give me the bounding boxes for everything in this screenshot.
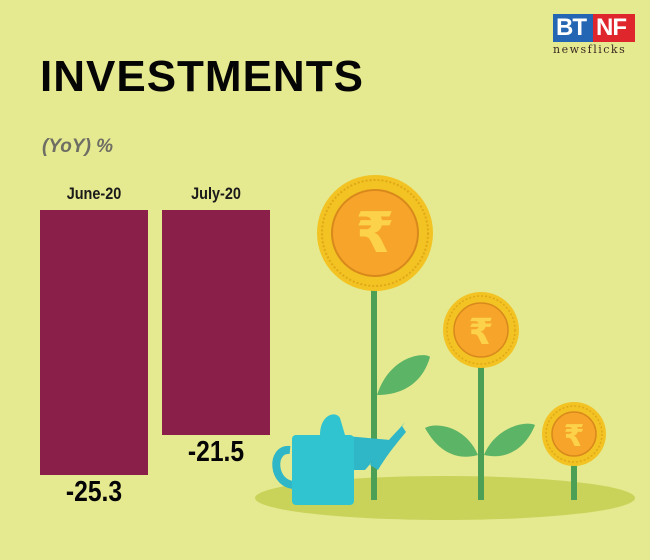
svg-text:₹: ₹ bbox=[356, 201, 395, 266]
bar-label-june: June-20 bbox=[66, 184, 122, 203]
logo-subtext: newsflicks bbox=[553, 43, 627, 56]
rupee-coin-plant-large-icon: ₹ bbox=[317, 175, 433, 500]
chart-subtitle: (YoY) % bbox=[42, 136, 114, 157]
logo-bt: BT bbox=[553, 14, 593, 42]
rupee-coin-plant-small-icon: ₹ bbox=[542, 402, 606, 500]
rupee-coin-plant-medium-icon: ₹ bbox=[425, 292, 535, 500]
bar-july bbox=[162, 210, 270, 436]
svg-text:₹: ₹ bbox=[564, 419, 585, 454]
bt-newsflicks-logo: BT NF newsflicks bbox=[553, 14, 635, 56]
watering-can-icon bbox=[272, 414, 406, 505]
chart-title: INVESTMENTS bbox=[40, 52, 364, 101]
logo-nf: NF bbox=[593, 14, 635, 42]
bar-value-july: -21.5 bbox=[187, 436, 245, 469]
bar-value-june: -25.3 bbox=[65, 476, 123, 508]
money-plants-illustration: ₹ ₹ ₹ bbox=[255, 175, 635, 520]
bar-june bbox=[40, 210, 148, 475]
bar-label-july: July-20 bbox=[191, 184, 241, 203]
svg-text:₹: ₹ bbox=[468, 312, 493, 353]
